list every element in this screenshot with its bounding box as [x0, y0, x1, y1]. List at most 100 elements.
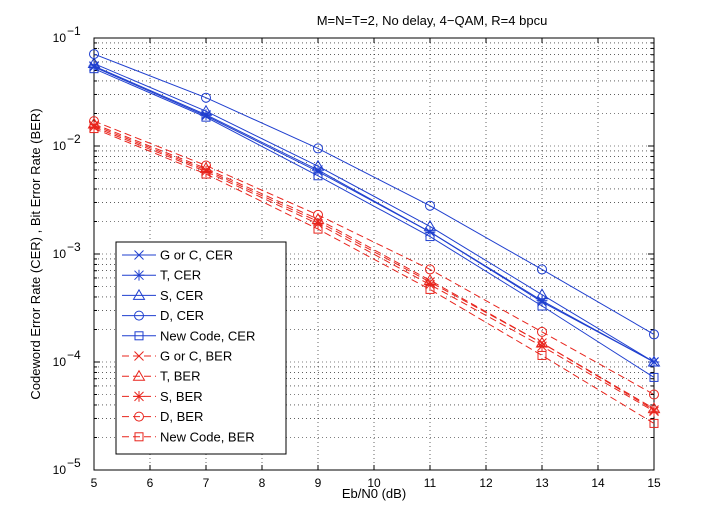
legend-label: G or C, BER — [160, 349, 232, 364]
x-tick-label: 10 — [367, 476, 381, 490]
y-tick-exponent: −2 — [67, 132, 81, 146]
data-point — [311, 159, 325, 171]
y-axis-label: Codeword Error Rate (CER) , Bit Error Ra… — [28, 108, 43, 399]
data-point — [313, 209, 323, 220]
data-point — [537, 350, 547, 360]
legend-label: New Code, BER — [160, 429, 255, 444]
series-new-code-ber — [89, 124, 659, 428]
legend-item: New Code, BER — [122, 429, 255, 444]
data-point — [425, 264, 435, 275]
y-tick-exponent: −3 — [67, 240, 81, 254]
legend-item: G or C, BER — [122, 349, 232, 364]
x-tick-label: 15 — [647, 476, 661, 490]
data-point — [423, 219, 437, 231]
data-point — [313, 143, 323, 154]
series-line — [93, 68, 655, 378]
series-line — [93, 123, 655, 410]
legend-item: D, CER — [122, 308, 204, 323]
legend-marker — [134, 411, 144, 422]
legend-label: New Code, CER — [160, 328, 255, 343]
data-point — [425, 200, 435, 211]
data-point — [649, 389, 659, 400]
data-point — [649, 372, 659, 382]
data-point — [425, 232, 435, 242]
data-point — [537, 326, 547, 337]
x-tick-label: 14 — [591, 476, 605, 490]
legend: G or C, CER T, CER S, CER D, CER New Code, C… — [115, 241, 287, 455]
x-axis-label: Eb/N0 (dB) — [342, 486, 406, 501]
legend-marker — [133, 391, 145, 402]
y-tick-label: 10 — [53, 139, 67, 153]
data-point — [89, 49, 99, 60]
x-tick-label: 8 — [259, 476, 266, 490]
data-point — [424, 226, 436, 238]
y-tick-label: 10 — [53, 355, 67, 369]
series-s-cer — [87, 57, 661, 367]
series-d-cer — [89, 49, 659, 340]
legend-box — [115, 241, 287, 455]
grid — [94, 38, 654, 470]
data-point — [199, 104, 213, 116]
legend-item: S, BER — [122, 389, 203, 404]
x-tick-label: 11 — [424, 476, 437, 490]
series-line — [93, 126, 655, 412]
legend-item: D, BER — [122, 409, 203, 424]
y-tick-label: 10 — [53, 247, 67, 261]
data-point — [201, 112, 211, 122]
data-point — [313, 224, 323, 234]
legend-item: G or C, CER — [122, 248, 233, 263]
series-line — [93, 128, 655, 424]
x-tick-label: 9 — [315, 476, 322, 490]
data-point — [648, 405, 660, 417]
legend-marker — [134, 351, 144, 361]
legend-label: G or C, CER — [160, 248, 233, 263]
y-tick-label: 10 — [53, 31, 67, 45]
series-line — [93, 53, 655, 335]
x-tick-label: 7 — [203, 476, 210, 490]
data-point — [87, 57, 101, 69]
legend-item: T, BER — [122, 369, 200, 384]
legend-label: D, BER — [160, 409, 203, 424]
data-point — [312, 218, 324, 230]
x-tick-label: 12 — [479, 476, 493, 490]
series-line — [93, 63, 655, 363]
x-tick-label: 6 — [147, 476, 154, 490]
data-point — [537, 264, 547, 275]
legend-marker — [133, 269, 145, 281]
legend-label: D, CER — [160, 308, 204, 323]
y-tick-exponent: −1 — [67, 24, 81, 38]
x-tick-label: 5 — [91, 476, 98, 490]
legend-marker — [134, 310, 144, 321]
legend-marker — [134, 432, 144, 442]
y-tick-exponent: −5 — [67, 456, 81, 470]
series-group — [87, 49, 661, 428]
series-new-code-cer — [89, 64, 659, 382]
data-point — [89, 124, 99, 134]
data-point — [649, 418, 659, 428]
y-tick-label: 10 — [53, 463, 67, 477]
series-d-ber — [89, 116, 659, 400]
y-tick-exponent: −4 — [67, 348, 81, 362]
legend-label: T, BER — [160, 369, 200, 384]
legend-marker — [132, 288, 146, 300]
data-point — [89, 64, 99, 74]
legend-marker — [132, 369, 146, 381]
legend-label: S, BER — [160, 389, 203, 404]
legend-marker — [134, 331, 144, 341]
chart-title: M=N=T=2, No delay, 4−QAM, R=4 bpcu — [317, 13, 548, 28]
data-point — [649, 329, 659, 340]
legend-marker — [134, 250, 144, 260]
data-point — [537, 301, 547, 311]
legend-label: T, CER — [160, 268, 201, 283]
legend-item: S, CER — [122, 288, 203, 303]
data-point — [201, 169, 211, 179]
data-point — [89, 116, 99, 127]
legend-item: T, CER — [122, 268, 201, 283]
data-point — [535, 288, 549, 300]
series-line — [93, 65, 655, 363]
data-point — [313, 171, 323, 181]
series-line — [93, 120, 655, 395]
